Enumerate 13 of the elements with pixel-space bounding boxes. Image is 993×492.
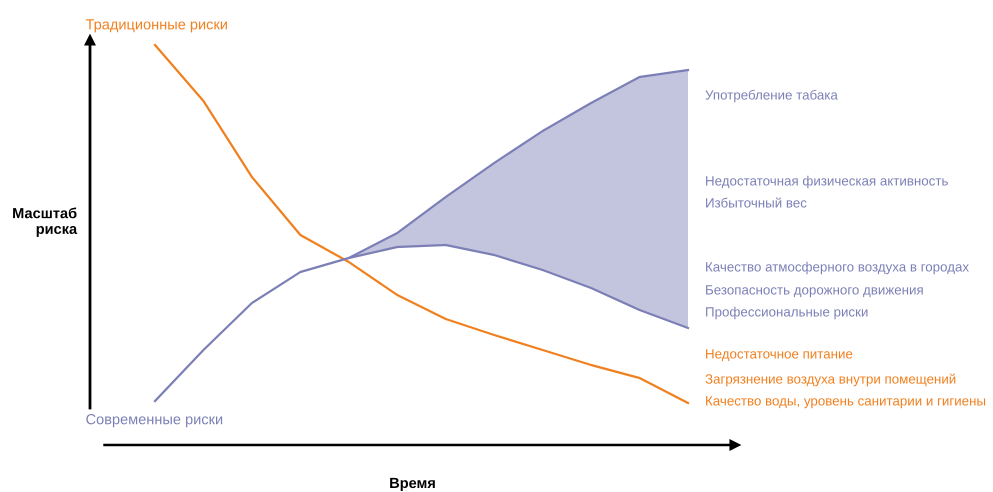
- annotation: Недостаточная физическая активность: [706, 176, 948, 188]
- series-label: Традиционные риски: [86, 19, 227, 32]
- x-axis-title: Время: [390, 478, 435, 491]
- annotation: Профессиональные риски: [706, 306, 868, 320]
- annotation: Качество воды, уровень санитарии и гигиены: [706, 396, 986, 408]
- annotation: Употребление табака: [705, 90, 838, 102]
- annotation: Избыточный вес: [706, 198, 807, 208]
- annotation: Безопасность дорожного движения: [706, 285, 923, 298]
- annotation: Качество атмосферного воздуха в городах: [706, 262, 969, 274]
- series-label: Современные риски: [86, 414, 222, 428]
- y-axis-title: Масштаб риска: [13, 207, 78, 237]
- annotation: Недостаточное питание: [706, 349, 852, 362]
- annotation: Загрязнение воздуха внутри помещений: [705, 374, 956, 386]
